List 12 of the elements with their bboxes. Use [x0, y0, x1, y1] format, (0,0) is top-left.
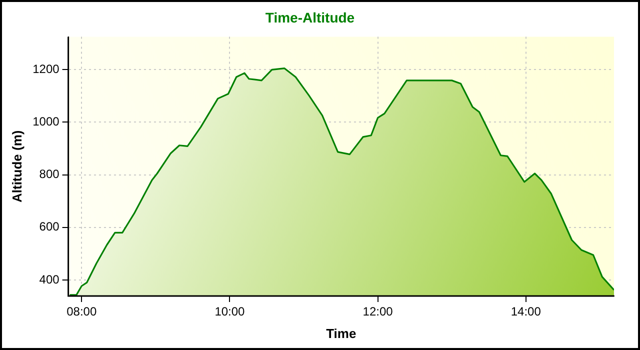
- chart-title: Time-Altitude: [265, 9, 355, 26]
- x-tick-label: 12:00: [362, 304, 394, 319]
- x-tick-label: 08:00: [66, 304, 97, 319]
- x-tick-label: 10:00: [214, 304, 246, 319]
- y-tick-label: 400: [39, 272, 60, 286]
- y-tick-label: 800: [39, 167, 60, 182]
- x-axis-title: Time: [326, 326, 356, 341]
- y-tick-label: 1200: [32, 62, 60, 76]
- y-tick-label: 1000: [32, 114, 60, 129]
- x-tick-label: 14:00: [510, 304, 542, 319]
- y-tick-label: 600: [39, 220, 60, 234]
- y-axis-title: Altitude (m): [9, 130, 24, 203]
